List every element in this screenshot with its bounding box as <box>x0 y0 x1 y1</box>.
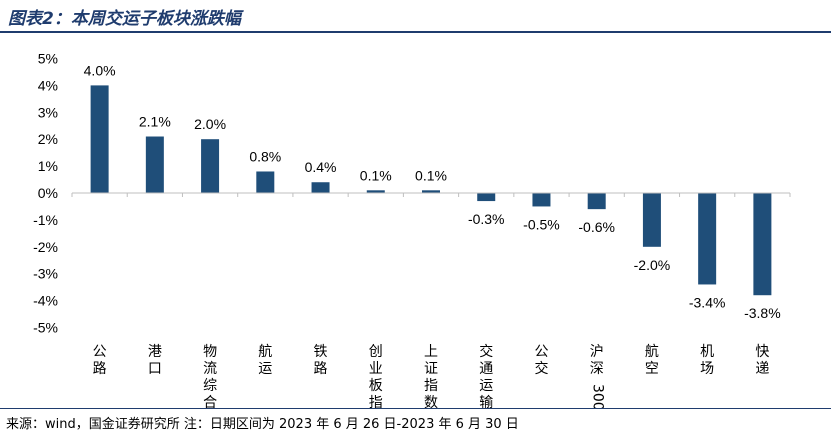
data-label: -0.3% <box>468 211 505 227</box>
y-tick-label: 0% <box>38 185 58 201</box>
category-label-part: 证 <box>424 361 438 377</box>
y-tick-label: -1% <box>33 212 58 228</box>
bars <box>90 85 772 296</box>
bar <box>90 85 109 193</box>
category-label-part: 物 <box>203 344 217 360</box>
bar-chart: 5% 4% 3% 2% 1% 0% -1% -2% -3% -4% -5% 4.0% 2.1% 2.0%… <box>33 51 791 408</box>
bar <box>477 193 496 202</box>
y-tick-label: -3% <box>33 266 58 282</box>
category-label-part: 板 <box>369 378 383 394</box>
category-label: 航空 <box>645 344 659 377</box>
category-label-part: 交 <box>479 343 493 360</box>
category-label-part: 上 <box>424 344 438 360</box>
y-tick-label: -5% <box>33 320 58 336</box>
y-tick-label: 4% <box>38 77 58 93</box>
category-label-part: 路 <box>93 361 107 377</box>
bar <box>642 193 661 247</box>
y-tick-label: 1% <box>38 158 58 174</box>
bar <box>532 193 551 207</box>
chart-title: 图表2：本周交运子板块涨跌幅 <box>8 9 241 29</box>
bar <box>145 136 164 193</box>
y-tick-label: 5% <box>38 51 58 67</box>
category-label-part: 交 <box>534 360 548 377</box>
footer-rule <box>0 408 831 409</box>
category-label-part: 数 <box>424 395 438 408</box>
y-tick-label: -4% <box>33 293 58 309</box>
data-label: 0.1% <box>360 167 392 183</box>
category-label: 公路 <box>93 344 107 377</box>
category-label-part: 业 <box>369 361 383 377</box>
category-label-part: 运 <box>258 361 272 377</box>
category-label-part: 300 <box>590 384 606 408</box>
bar <box>698 193 717 285</box>
category-label-part: 沪 <box>590 344 604 360</box>
category-label-part: 通 <box>479 361 493 377</box>
data-label: 2.0% <box>194 116 226 132</box>
y-tick-label: 2% <box>38 131 58 147</box>
category-label-part: 口 <box>148 361 162 377</box>
data-label: -2.0% <box>634 257 671 273</box>
data-label: -3.8% <box>744 305 781 321</box>
category-label-part: 快 <box>755 344 769 360</box>
category-label-part: 公 <box>534 344 548 360</box>
data-label: 0.1% <box>415 167 447 183</box>
bar <box>201 139 220 193</box>
category-label-part: 航 <box>645 344 659 360</box>
category-label-part: 流 <box>203 361 217 377</box>
data-label: 4.0% <box>84 62 116 78</box>
data-label: 2.1% <box>139 114 171 130</box>
category-label-part: 路 <box>314 361 328 377</box>
data-label: 0.8% <box>249 148 281 164</box>
y-axis: 5% 4% 3% 2% 1% 0% -1% -2% -3% -4% -5% <box>33 51 791 336</box>
category-label-part: 合 <box>203 395 217 408</box>
category-label: 快递 <box>755 344 769 377</box>
category-label-part: 创 <box>369 344 383 360</box>
bar <box>422 190 440 193</box>
category-label: 公交 <box>534 344 548 377</box>
category-label-part: 深 <box>590 361 604 377</box>
category-label-part: 空 <box>645 361 659 377</box>
bar <box>587 193 606 210</box>
category-label-part: 场 <box>700 361 714 377</box>
data-label: -3.4% <box>689 294 726 310</box>
category-label-part: 机 <box>700 344 714 360</box>
title-rule <box>0 31 831 33</box>
category-label: 铁路 <box>314 344 328 377</box>
source-note: 来源：wind，国金证券研究所 注：日期区间为 2023 年 6 月 26 日-… <box>6 417 519 432</box>
category-label-part: 综 <box>203 378 217 394</box>
bar <box>366 190 385 193</box>
category-label: 机场 <box>700 344 714 377</box>
category-label-part: 输 <box>479 395 493 408</box>
category-label-part: 指 <box>424 378 438 394</box>
category-label: 航运 <box>258 344 272 377</box>
category-label-part: 公 <box>93 344 107 360</box>
category-label: 沪深 300 <box>590 344 606 408</box>
category-label-part: 铁 <box>314 344 328 360</box>
data-label: -0.6% <box>578 219 615 235</box>
bar <box>753 193 772 296</box>
category-label-part: 航 <box>258 344 272 360</box>
category-label: 港口 <box>148 344 162 377</box>
category-label-part: 运 <box>479 378 493 394</box>
y-tick-label: 3% <box>38 104 58 120</box>
data-labels: 4.0% 2.1% 2.0% 0.8% 0.4% 0.1% 0.1% -0.3% -0.5% -0… <box>84 62 781 321</box>
bar <box>256 171 275 193</box>
data-label: -0.5% <box>523 216 560 232</box>
data-label: 0.4% <box>305 159 337 175</box>
category-label-part: 指 <box>369 395 383 408</box>
y-tick-label: -2% <box>33 239 58 255</box>
category-label-part: 递 <box>755 361 769 377</box>
bar <box>311 182 330 193</box>
category-label-part: 港 <box>148 344 162 360</box>
